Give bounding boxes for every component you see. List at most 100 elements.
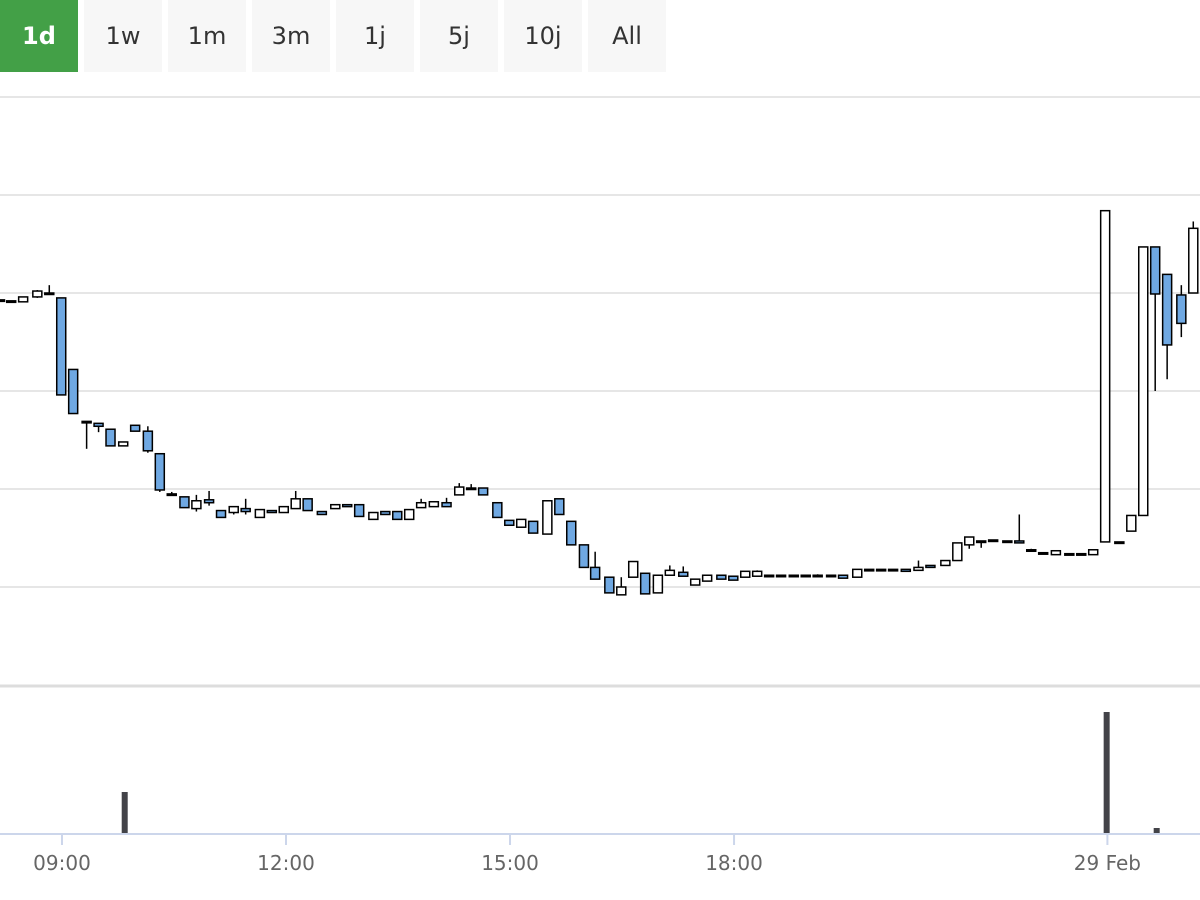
candle-body [55,297,67,396]
candle-body [1087,549,1099,556]
x-tick-label: 18:00 [705,851,763,875]
candle-body [728,575,739,581]
candle-body [368,511,379,521]
candle-body [341,503,353,508]
range-button[interactable]: All [588,0,666,72]
x-tick-label: 12:00 [257,851,315,875]
candle-body [44,292,55,296]
candle-body [875,568,887,572]
candle-body [380,510,391,516]
range-button[interactable]: 1w [84,0,162,72]
candle-body [652,574,664,594]
candle-body [290,498,301,510]
candle-body [639,572,651,595]
candle-body [800,574,811,578]
candle-body [542,500,553,535]
candle-body [492,501,503,519]
candle-body [166,493,177,497]
range-button[interactable]: 1m [168,0,246,72]
candle-body [589,566,601,580]
candle-body [81,420,92,424]
candle-body [266,509,278,514]
candle-body [1076,552,1087,556]
candle-body [716,574,727,580]
candle-body [1188,227,1199,294]
range-button[interactable]: 1d [0,0,78,72]
candle-body [964,536,975,546]
candle-body [566,520,577,546]
candle-body [900,568,912,573]
candle-body [763,574,775,578]
volume-bar [1153,828,1160,833]
x-tick-label: 09:00 [33,851,91,875]
candle-body [851,568,863,578]
candle-body [1137,246,1149,517]
candle-body [1037,551,1049,555]
candle-body [604,576,615,594]
candle-body [1149,246,1161,295]
candle-body [1161,273,1173,346]
candle-body [415,501,427,509]
candle-body [887,568,899,572]
candle-body [240,507,251,513]
candle-body [0,299,6,303]
range-button[interactable]: 3m [252,0,330,72]
candle-body [1114,541,1125,545]
candle-body [788,574,800,578]
candle-body [627,560,639,578]
candle-body [278,505,290,514]
x-tick-label: 29 Feb [1074,851,1141,875]
candle-body [477,487,489,496]
candle-body [863,568,875,572]
candle-body [751,570,763,577]
range-button[interactable]: 10j [504,0,582,72]
candle-body [228,505,239,514]
candle-body [403,508,415,521]
candle-body [154,452,166,491]
range-button[interactable]: 5j [420,0,498,72]
candle-body [93,422,104,428]
candle-body [129,424,141,432]
candle-body [215,509,227,519]
range-button[interactable]: 1j [336,0,414,72]
candle-body [527,520,539,534]
volume-bar [121,792,128,833]
candle-body [330,503,341,510]
candle-body [664,569,676,576]
candle-body [701,574,713,582]
candle-body [975,540,987,544]
candle-body [1002,540,1013,544]
candle-body [578,544,590,569]
candle-body [142,430,154,452]
candle-body [203,499,215,504]
candle-body [17,296,29,303]
candle-body [302,498,313,512]
candle-body [812,574,823,578]
candle-body [465,487,477,491]
candle-body [179,496,190,509]
candle-body [67,368,79,415]
candle-body [1176,294,1187,325]
volume-bar [1103,712,1110,833]
candle-body [504,519,515,527]
candle-body [32,290,43,298]
candle-body [1126,514,1137,532]
candle-body [5,300,17,304]
candle-body [428,500,440,508]
candle-body [453,486,465,496]
candle-body [913,566,924,572]
candle-body [1050,549,1062,556]
candle-body [554,498,565,516]
candle-body [254,508,266,519]
candle-body [940,559,951,567]
candle-body [1099,209,1111,543]
candle-body [1014,540,1025,544]
candle-body [316,510,328,516]
candle-body [441,501,452,508]
candle-body [689,578,701,586]
candle-body [739,570,751,578]
candle-body [117,441,129,447]
candle-body [678,571,689,577]
